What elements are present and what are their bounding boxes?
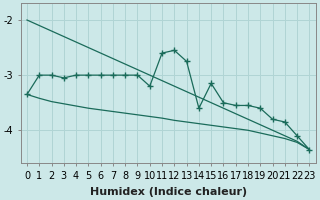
X-axis label: Humidex (Indice chaleur): Humidex (Indice chaleur) (90, 187, 247, 197)
